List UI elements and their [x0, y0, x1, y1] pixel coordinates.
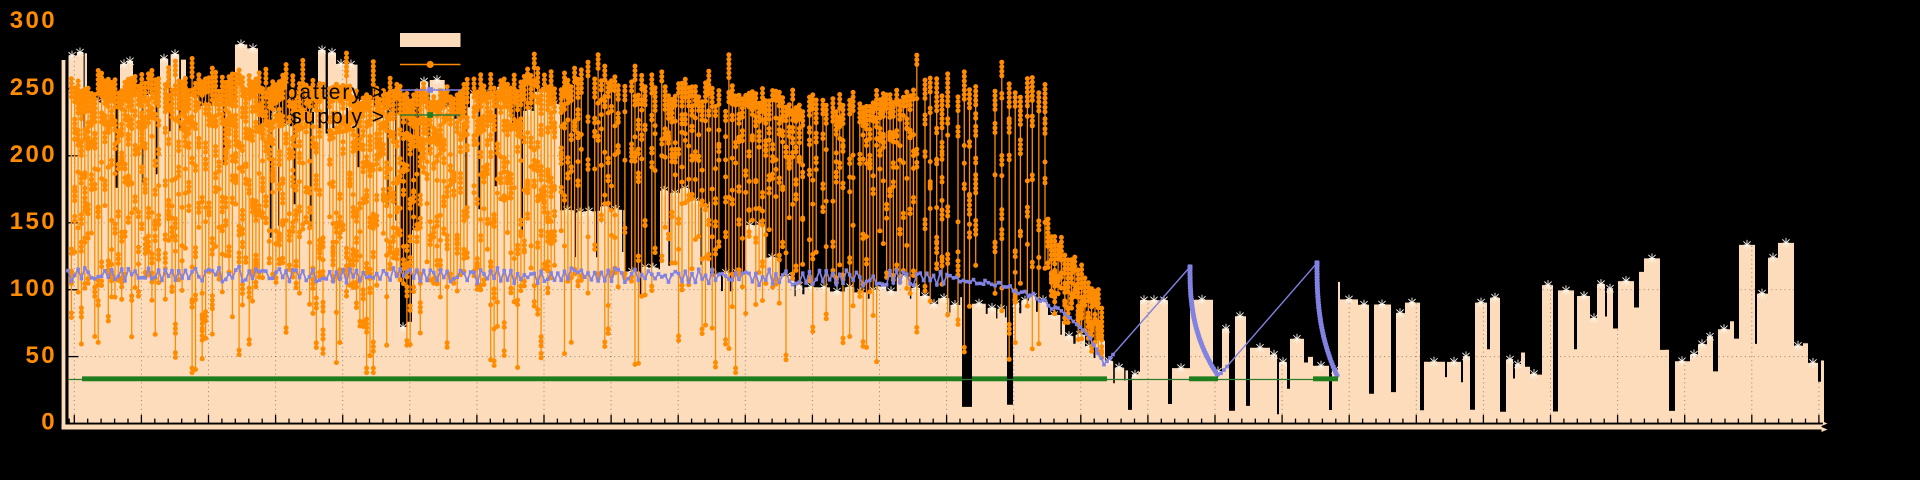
svg-text:300: 300 [10, 7, 57, 34]
svg-text:0: 0 [41, 409, 57, 436]
svg-text:supply >: supply > [291, 106, 386, 129]
svg-text:50: 50 [26, 342, 58, 369]
svg-text:150: 150 [10, 208, 57, 235]
svg-text:200: 200 [10, 141, 57, 168]
svg-text:battery >: battery > [286, 81, 386, 104]
svg-text:100: 100 [10, 275, 57, 302]
svg-text:250: 250 [10, 74, 57, 101]
